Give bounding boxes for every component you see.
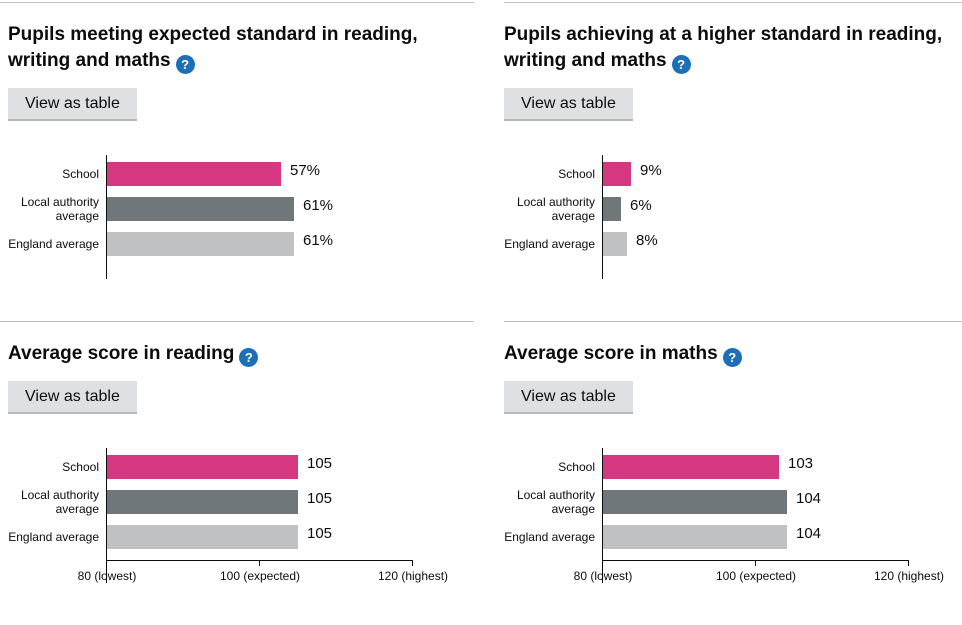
chart-bars-area: 57% 61% 61% <box>106 155 474 279</box>
bar <box>107 490 298 514</box>
category-label: School <box>62 167 99 181</box>
category-label: Local authority average <box>20 488 99 516</box>
bar <box>603 162 631 186</box>
bar-row: 105 <box>107 490 474 514</box>
x-axis-tick <box>259 561 260 566</box>
bar-value-label: 61% <box>303 232 334 249</box>
help-icon[interactable]: ? <box>239 348 259 367</box>
category-label: School <box>62 460 99 474</box>
bar-row: 103 <box>603 455 962 479</box>
bar-value-label: 9% <box>640 162 662 179</box>
bar <box>603 232 627 256</box>
chart-title-reading-score: Average score in reading? <box>8 341 460 367</box>
help-icon[interactable]: ? <box>175 55 195 74</box>
bar-chart-maths-score: School Local authority average England ave… <box>504 448 962 583</box>
x-axis-tick <box>908 561 909 566</box>
category-label: School <box>558 460 595 474</box>
bar-row: 104 <box>603 525 962 549</box>
category-label: England average <box>8 530 99 544</box>
bar-row: 8% <box>603 232 962 256</box>
category-label: England average <box>504 237 595 251</box>
bar-row: 9% <box>603 162 962 186</box>
chart-title-text: Average score in reading <box>8 343 235 364</box>
bar-row: 6% <box>603 197 962 221</box>
chart-section-maths-score: Average score in maths? View as table Sc… <box>504 321 962 583</box>
view-as-table-button[interactable]: View as table <box>504 381 633 412</box>
category-label: Local authority average <box>516 195 595 223</box>
bar-value-label: 103 <box>788 455 814 472</box>
view-as-table-button[interactable]: View as table <box>8 381 137 412</box>
category-label: England average <box>504 530 595 544</box>
chart-category-labels: School Local authority average England ave… <box>8 448 106 583</box>
bar <box>603 455 779 479</box>
bar-value-label: 104 <box>796 490 822 507</box>
x-axis-tick-label: 80 (lowest) <box>573 569 633 583</box>
bar-value-label: 57% <box>290 162 321 179</box>
view-as-table-button[interactable]: View as table <box>504 88 633 119</box>
chart-title-text: Pupils meeting expected standard in read… <box>8 24 418 71</box>
category-label: Local authority average <box>20 195 99 223</box>
chart-title-text: Average score in maths <box>504 343 718 364</box>
category-label: School <box>558 167 595 181</box>
help-icon[interactable]: ? <box>722 348 742 367</box>
bar <box>603 197 621 221</box>
chart-category-labels: School Local authority average England ave… <box>504 155 602 279</box>
bar <box>603 525 787 549</box>
bar-chart-expected-standard: School Local authority average England ave… <box>8 155 474 279</box>
chart-title-text: Pupils achieving at a higher standard in… <box>504 24 943 71</box>
chart-category-labels: School Local authority average England ave… <box>504 448 602 583</box>
bar <box>107 232 294 256</box>
x-axis <box>602 560 909 566</box>
bar-row: 104 <box>603 490 962 514</box>
bar-value-label: 105 <box>307 525 333 542</box>
chart-title-higher-standard: Pupils achieving at a higher standard in… <box>504 22 956 74</box>
chart-bars-area: 105 105 105 80 (lowest) 100 (expected) 120 (h… <box>78 448 474 583</box>
bar <box>107 455 298 479</box>
x-axis-tick-label: 100 (expected) <box>715 569 797 583</box>
chart-section-expected-standard: Pupils meeting expected standard in read… <box>0 2 474 279</box>
x-axis-tick-label: 120 (highest) <box>873 569 945 583</box>
bar <box>107 197 294 221</box>
bar-value-label: 105 <box>307 490 333 507</box>
x-axis <box>106 560 413 566</box>
x-axis-tick <box>755 561 756 566</box>
help-icon[interactable]: ? <box>671 55 691 74</box>
bar-value-label: 105 <box>307 455 333 472</box>
bar-value-label: 104 <box>796 525 822 542</box>
chart-title-expected-standard: Pupils meeting expected standard in read… <box>8 22 460 74</box>
bar-value-label: 61% <box>303 197 334 214</box>
bar <box>603 490 787 514</box>
bar <box>107 162 281 186</box>
chart-bars-area: 9% 6% 8% <box>602 155 962 279</box>
bar-chart-reading-score: School Local authority average England ave… <box>8 448 474 583</box>
x-axis-tick-label: 120 (highest) <box>377 569 449 583</box>
bar-row: 105 <box>107 525 474 549</box>
chart-category-labels: School Local authority average England ave… <box>8 155 106 279</box>
view-as-table-button[interactable]: View as table <box>8 88 137 119</box>
bar-value-label: 6% <box>630 197 652 214</box>
bar-row: 61% <box>107 197 474 221</box>
chart-bars-area: 103 104 104 80 (lowest) 100 (expected) 120 (h… <box>574 448 962 583</box>
x-axis-labels: 80 (lowest) 100 (expected) 120 (highest) <box>78 569 448 583</box>
bar-chart-higher-standard: School Local authority average England ave… <box>504 155 962 279</box>
category-label: England average <box>8 237 99 251</box>
x-axis-tick <box>106 561 107 566</box>
chart-section-reading-score: Average score in reading? View as table … <box>0 321 474 583</box>
x-axis-tick-label: 100 (expected) <box>219 569 301 583</box>
category-label: Local authority average <box>516 488 595 516</box>
x-axis-labels: 80 (lowest) 100 (expected) 120 (highest) <box>574 569 944 583</box>
bar-row: 57% <box>107 162 474 186</box>
chart-section-higher-standard: Pupils achieving at a higher standard in… <box>504 2 962 279</box>
bar-row: 105 <box>107 455 474 479</box>
x-axis-tick <box>602 561 603 566</box>
bar <box>107 525 298 549</box>
bar-value-label: 8% <box>636 232 658 249</box>
x-axis-tick-label: 80 (lowest) <box>77 569 137 583</box>
bar-row: 61% <box>107 232 474 256</box>
x-axis-tick <box>412 561 413 566</box>
chart-title-maths-score: Average score in maths? <box>504 341 956 367</box>
